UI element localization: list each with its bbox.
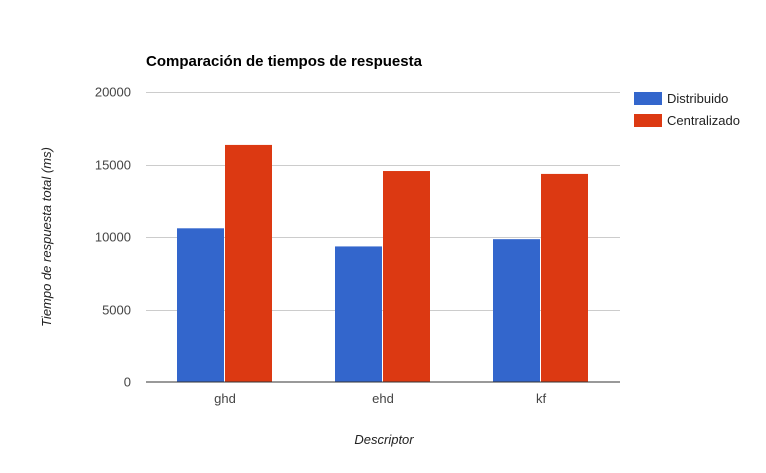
legend-label-centralizado: Centralizado: [667, 113, 740, 128]
bar-distribuido-ehd: [335, 246, 382, 382]
x-tick-label: ghd: [214, 391, 236, 406]
bar-distribuido-ghd: [177, 228, 224, 382]
y-tick-label: 20000: [95, 85, 131, 100]
x-axis-title: Descriptor: [354, 432, 414, 447]
y-tick-label: 15000: [95, 158, 131, 173]
y-tick-labels: 0 5000 10000 15000 20000: [95, 85, 131, 390]
legend-swatch-distribuido: [634, 92, 662, 105]
legend: Distribuido Centralizado: [634, 91, 740, 128]
bar-centralizado-ehd: [383, 171, 430, 382]
y-axis-title: Tiempo de respuesta total (ms): [39, 147, 54, 327]
bar-distribuido-kf: [493, 239, 540, 382]
y-tick-label: 0: [124, 375, 131, 390]
chart-title: Comparación de tiempos de respuesta: [146, 53, 423, 70]
bars: [177, 144, 588, 382]
x-tick-label: ehd: [372, 391, 394, 406]
y-tick-label: 5000: [102, 303, 131, 318]
bar-centralizado-kf: [541, 173, 588, 382]
bar-centralizado-ghd: [225, 144, 272, 382]
y-tick-label: 10000: [95, 230, 131, 245]
x-tick-label: kf: [536, 391, 547, 406]
legend-label-distribuido: Distribuido: [667, 91, 728, 106]
legend-swatch-centralizado: [634, 114, 662, 127]
x-tick-labels: ghd ehd kf: [214, 391, 546, 406]
